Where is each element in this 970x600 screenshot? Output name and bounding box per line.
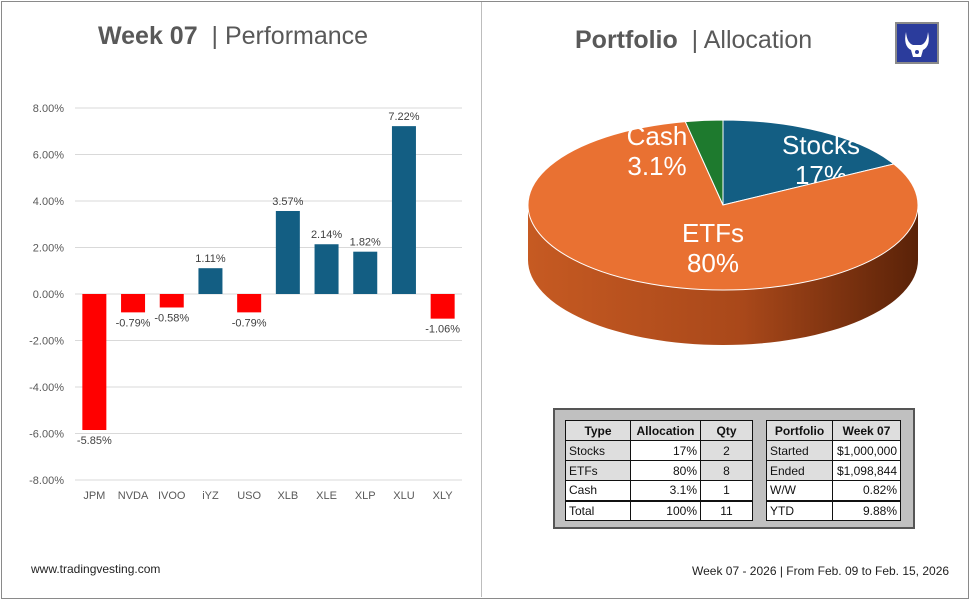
cell: 100% [630, 499, 701, 521]
x-tick-label: XLY [433, 490, 454, 502]
cell: 80% [630, 460, 701, 481]
pie-slice-stocks [722, 119, 895, 206]
y-tick-label: 6.00% [33, 150, 64, 162]
data-label: 1.82% [350, 237, 381, 249]
website-link[interactable]: www.tradingvesting.com [31, 562, 161, 576]
cell: YTD [766, 499, 833, 521]
y-tick-label: -4.00% [29, 382, 64, 394]
data-label: -0.79% [232, 317, 267, 329]
x-tick-label: XLP [355, 490, 376, 502]
table-row: Ended $1,098,844 [766, 460, 901, 481]
header-type: Type [565, 420, 631, 441]
pie-slice-cash [684, 119, 724, 206]
allocation-title: Portfolio | Allocation [575, 26, 813, 54]
x-tick-label: JPM [83, 490, 105, 502]
bar [353, 251, 378, 294]
allocation-table: Type Allocation Qty Stocks 17% 2 ETFs 80% 8 Ca… [565, 420, 753, 521]
x-tick-label: XLB [277, 490, 298, 502]
x-tick-label: USO [237, 490, 261, 502]
table-row: Stocks 17% 2 [565, 440, 753, 461]
slice-value: 3.1% [627, 151, 686, 181]
pie-side [528, 205, 918, 345]
bar [237, 294, 262, 313]
header-portfolio: Portfolio [766, 420, 833, 441]
data-label: -0.58% [154, 312, 189, 324]
y-tick-label: 0.00% [33, 289, 64, 301]
bar-chart: 8.00% 6.00% 4.00% 2.00% 0.00% -2.00% -4.00% -6.… [29, 103, 462, 502]
y-tick-label: 2.00% [33, 243, 64, 255]
header-week: Week 07 [832, 420, 901, 441]
slice-label: Cash [627, 121, 688, 151]
pie-slice-etfs [527, 121, 919, 291]
table-row: ETFs 80% 8 [565, 460, 753, 481]
x-tick-label: XLU [393, 490, 414, 502]
cell: 11 [700, 499, 753, 521]
x-tick-label: XLE [316, 490, 337, 502]
bar [430, 294, 455, 319]
bar [275, 210, 300, 294]
cell: 0.82% [832, 480, 901, 501]
data-label: 1.11% [195, 253, 226, 265]
bar [314, 244, 339, 294]
data-label: 3.57% [272, 196, 303, 208]
table-row: YTD 9.88% [766, 499, 901, 521]
portfolio-table: Portfolio Week 07 Started $1,000,000 Ended… [766, 420, 901, 521]
x-tick-label: IVOO [158, 490, 186, 502]
performance-title: Week 07 | Performance [98, 22, 369, 50]
cell: $1,000,000 [832, 440, 901, 461]
cell: 3.1% [630, 480, 701, 501]
bar [391, 126, 416, 294]
bar [198, 268, 223, 294]
cell: W/W [766, 480, 833, 501]
data-label: 2.14% [311, 229, 342, 241]
y-tick-label: -6.00% [29, 429, 64, 441]
table-row: Cash 3.1% 1 [565, 480, 753, 501]
summary-panel: Type Allocation Qty Stocks 17% 2 ETFs 80% 8 Ca… [553, 408, 915, 529]
cell: $1,098,844 [832, 460, 901, 481]
header-allocation: Allocation [630, 420, 701, 441]
cell: 9.88% [832, 499, 901, 521]
cell: 2 [700, 440, 753, 461]
bull-horns-icon [895, 22, 939, 64]
bar [82, 294, 107, 431]
divider [481, 2, 482, 597]
bar [159, 294, 184, 308]
data-label: 7.22% [388, 111, 419, 123]
data-label: -5.85% [77, 435, 112, 447]
cell: 17% [630, 440, 701, 461]
x-tick-label: NVDA [118, 490, 149, 502]
cell: Ended [766, 460, 833, 481]
bar [121, 294, 146, 313]
cell: Total [565, 499, 631, 521]
y-tick-label: 4.00% [33, 196, 64, 208]
data-label: -0.79% [116, 317, 151, 329]
cell: ETFs [565, 460, 631, 481]
table-row: W/W 0.82% [766, 480, 901, 501]
y-tick-label: 8.00% [33, 103, 64, 115]
table-row: Started $1,000,000 [766, 440, 901, 461]
cell: Started [766, 440, 833, 461]
slice-label: Stocks [782, 130, 860, 160]
slice-value: 80% [687, 248, 739, 278]
y-tick-label: -2.00% [29, 336, 64, 348]
x-tick-label: iYZ [202, 490, 219, 502]
header-qty: Qty [700, 420, 753, 441]
data-label: -1.06% [425, 324, 460, 336]
table-row: Total 100% 11 [565, 499, 753, 521]
slice-label: ETFs [682, 218, 744, 248]
period-text: Week 07 - 2026 | From Feb. 09 to Feb. 15… [692, 564, 950, 578]
y-tick-label: -8.00% [29, 475, 64, 487]
cell: 8 [700, 460, 753, 481]
cell: Cash [565, 480, 631, 501]
cell: Stocks [565, 440, 631, 461]
cell: 1 [700, 480, 753, 501]
